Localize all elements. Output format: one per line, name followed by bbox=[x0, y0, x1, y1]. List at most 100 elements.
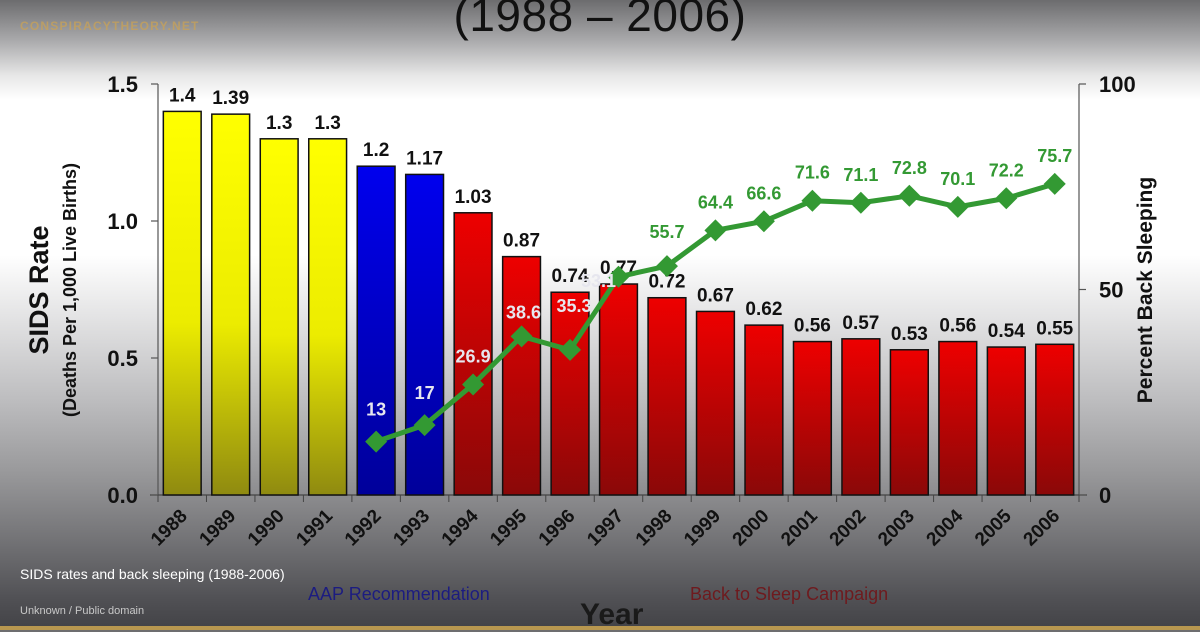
bar-2000 bbox=[744, 324, 784, 496]
bar-1991 bbox=[308, 138, 348, 496]
y-axis-title: SIDS Rate bbox=[24, 225, 54, 354]
y-tick-label: 1.5 bbox=[107, 72, 138, 97]
aap-recommendation-annotation: AAP Recommendation bbox=[308, 584, 490, 604]
bar-label-1988: 1.4 bbox=[169, 85, 196, 106]
bar-2001 bbox=[792, 340, 833, 496]
bar-label-2006: 0.55 bbox=[1036, 318, 1073, 339]
bar-1988 bbox=[162, 110, 202, 496]
diamond-marker-icon bbox=[704, 219, 727, 242]
line-label-1993: 17 bbox=[415, 383, 435, 403]
x-tick-label: 1991 bbox=[292, 505, 337, 550]
line-label-2002: 71.1 bbox=[843, 165, 878, 185]
axes: 0.0 0.5 1.0 1.5 0 50 100 bbox=[107, 72, 1135, 508]
diamond-marker-icon bbox=[462, 373, 485, 396]
line-label-1994: 26.9 bbox=[456, 346, 491, 366]
diamond-marker-icon bbox=[752, 210, 775, 233]
y2-tick-label: 0 bbox=[1099, 483, 1111, 508]
line-value-labels: 13 17 26.9 38.6 35.3 53.1 55.7 64.4 66.6 71.6 71.1… bbox=[366, 146, 1072, 420]
bar-label-1996: 0.74 bbox=[552, 266, 589, 287]
diamond-marker-icon bbox=[995, 187, 1018, 210]
bar-1993 bbox=[404, 173, 445, 496]
y-axis-subtitle: (Deaths Per 1,000 Live Births) bbox=[60, 163, 80, 417]
x-tick-label: 1994 bbox=[438, 505, 483, 550]
line-label-2006: 75.7 bbox=[1037, 146, 1072, 166]
bar-label-2001: 0.56 bbox=[794, 316, 831, 337]
x-tick-label: 1993 bbox=[389, 506, 434, 551]
x-tick-label: 1996 bbox=[535, 506, 580, 551]
bar-2003 bbox=[889, 349, 929, 496]
diamond-marker-icon bbox=[898, 184, 921, 207]
y-tick-label: 0.0 bbox=[107, 483, 138, 508]
bar-label-1994: 1.03 bbox=[455, 187, 492, 208]
x-tick-label: 2003 bbox=[874, 506, 919, 551]
bar-label-2004: 0.56 bbox=[939, 316, 976, 337]
x-tick-label: 1995 bbox=[486, 505, 531, 550]
y2-tick-label: 100 bbox=[1099, 72, 1136, 97]
back-to-sleep-annotation: Back to Sleep Campaign bbox=[690, 584, 889, 604]
diamond-marker-icon bbox=[607, 265, 630, 288]
bar-1990 bbox=[259, 138, 299, 496]
bar-label-1990: 1.3 bbox=[266, 113, 292, 134]
brand-watermark: CONSPIRACYTHEORY.NET bbox=[20, 19, 200, 33]
line-label-1999: 64.4 bbox=[698, 192, 733, 212]
bar-label-1992: 1.2 bbox=[363, 140, 389, 161]
chart-title: (1988 – 2006) bbox=[453, 0, 747, 41]
line-label-1997: 53.1 bbox=[581, 271, 616, 291]
bar-label-2005: 0.54 bbox=[988, 321, 1025, 342]
line-label-2003: 72.8 bbox=[892, 158, 927, 178]
x-axis-title: Year bbox=[580, 598, 644, 631]
line-series bbox=[365, 172, 1066, 453]
line-label-1992: 13 bbox=[366, 400, 386, 420]
x-tick-label: 2005 bbox=[971, 505, 1016, 550]
bar-label-1998: 0.72 bbox=[648, 272, 685, 293]
bar-label-2003: 0.53 bbox=[891, 324, 928, 345]
y2-axis-title: Percent Back Sleeping bbox=[1134, 177, 1157, 403]
bar-2005 bbox=[986, 346, 1026, 496]
bar-1995 bbox=[501, 255, 542, 496]
diamond-marker-icon bbox=[559, 338, 582, 361]
diamond-marker-icon bbox=[801, 189, 824, 212]
bar-1998 bbox=[647, 296, 687, 496]
bar-2002 bbox=[841, 338, 881, 496]
diamond-marker-icon bbox=[946, 195, 969, 218]
bar-label-1999: 0.67 bbox=[697, 285, 734, 306]
bar-2006 bbox=[1035, 343, 1075, 496]
x-tick-label: 1999 bbox=[680, 506, 725, 551]
bar-value-labels: 1.41.391.31.31.21.171.030.870.740.770.72… bbox=[169, 85, 1074, 344]
x-tick-label: 2002 bbox=[826, 506, 871, 551]
line-label-2004: 70.1 bbox=[940, 169, 975, 189]
y2-tick-label: 50 bbox=[1099, 278, 1123, 303]
x-tick-label: 1990 bbox=[244, 506, 289, 551]
bar-1989 bbox=[211, 113, 251, 496]
x-tick-label: 2001 bbox=[777, 505, 822, 550]
diamond-marker-icon bbox=[1043, 172, 1066, 195]
diamond-marker-icon bbox=[365, 430, 388, 453]
x-tick-label: 2004 bbox=[923, 505, 968, 550]
x-tick-label: 1997 bbox=[583, 506, 628, 551]
bar-1999 bbox=[695, 310, 736, 496]
line-label-1998: 55.7 bbox=[649, 222, 684, 242]
diamond-marker-icon bbox=[849, 191, 872, 214]
x-tick-label: 2006 bbox=[1020, 506, 1065, 551]
image-caption: SIDS rates and back sleeping (1988-2006) bbox=[20, 566, 285, 582]
diamond-marker-icon bbox=[413, 414, 436, 437]
bar-label-2000: 0.62 bbox=[745, 299, 782, 320]
bar-label-1993: 1.17 bbox=[406, 148, 443, 169]
x-tick-label: 1989 bbox=[195, 506, 240, 551]
bar-2004 bbox=[938, 340, 978, 496]
bar-1994 bbox=[453, 212, 493, 496]
line-label-1995: 38.6 bbox=[506, 302, 541, 322]
bar-label-2002: 0.57 bbox=[842, 313, 879, 334]
bar-1996 bbox=[550, 291, 590, 496]
bottom-accent-line bbox=[0, 626, 1200, 630]
y-tick-label: 0.5 bbox=[107, 346, 138, 371]
bar-label-1991: 1.3 bbox=[314, 113, 340, 134]
line-label-2000: 66.6 bbox=[746, 183, 781, 203]
bar-label-1995: 0.87 bbox=[503, 231, 540, 252]
x-tick-label: 2000 bbox=[729, 506, 774, 551]
x-tick-label: 1992 bbox=[341, 506, 386, 551]
x-tick-label: 1998 bbox=[632, 506, 677, 551]
diamond-marker-icon bbox=[510, 325, 533, 348]
bar-label-1989: 1.39 bbox=[212, 88, 249, 109]
